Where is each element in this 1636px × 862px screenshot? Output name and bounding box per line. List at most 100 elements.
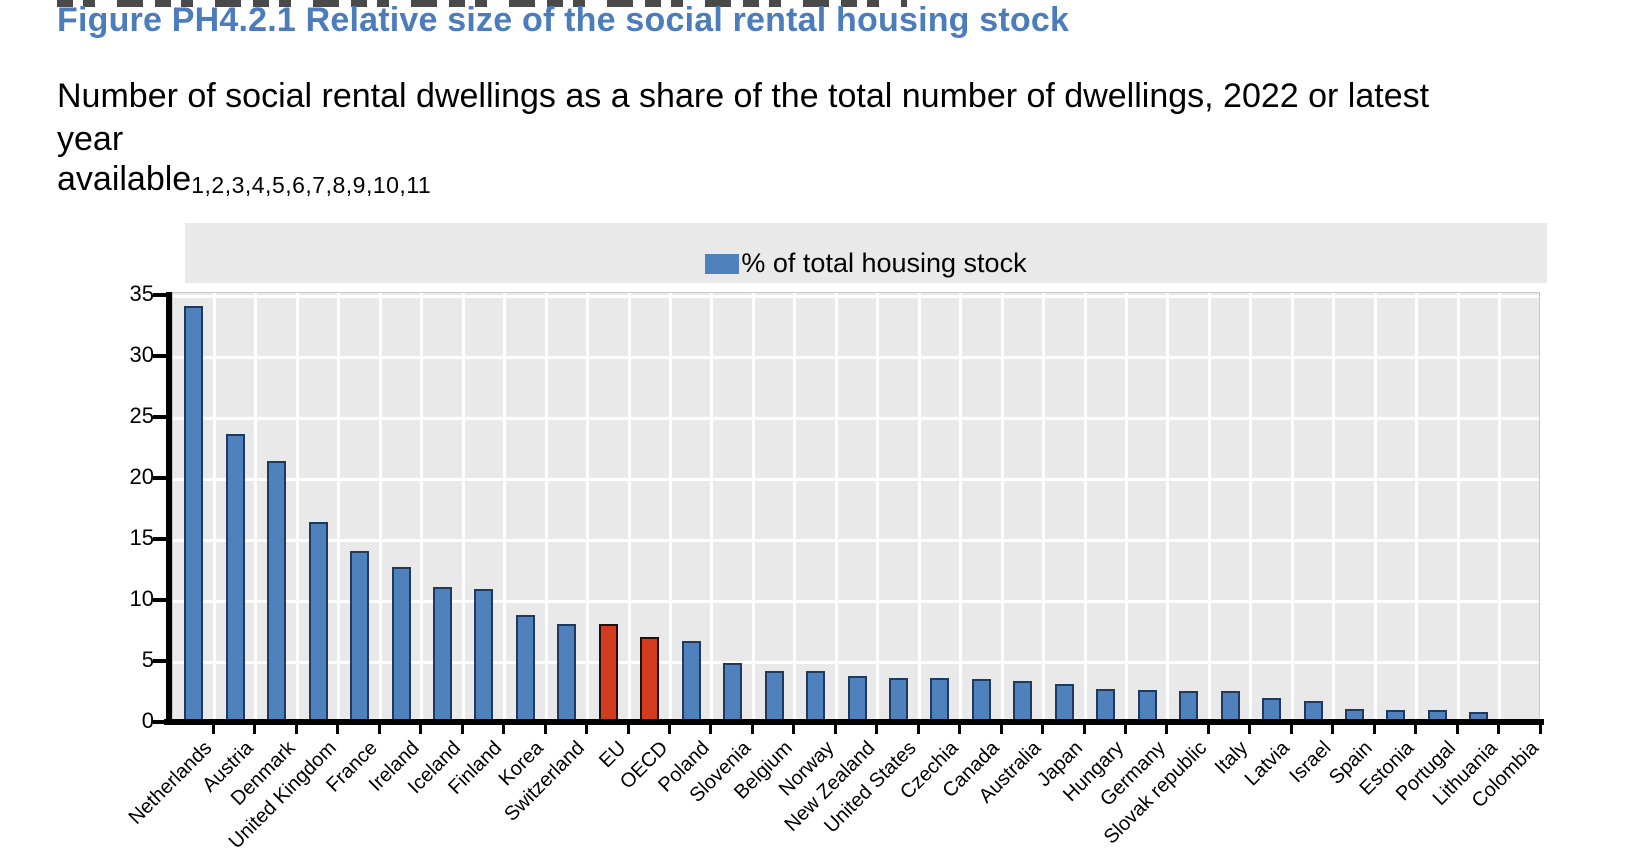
y-tick-label: 10 xyxy=(129,586,154,611)
gridline-vertical xyxy=(254,293,258,722)
y-axis-tick xyxy=(153,476,166,480)
bar-eu xyxy=(599,624,618,723)
bar-belgium xyxy=(765,671,784,723)
y-tick-label: 30 xyxy=(129,342,154,367)
bar-oecd xyxy=(640,637,659,723)
x-axis-tick xyxy=(833,725,837,734)
bar-korea xyxy=(516,615,535,723)
gridline-vertical xyxy=(1373,293,1377,722)
gridline-vertical xyxy=(1332,293,1336,722)
gridline-vertical xyxy=(1166,293,1170,722)
gridline-horizontal xyxy=(173,295,1539,298)
gridline-vertical xyxy=(917,293,921,722)
gridline-vertical xyxy=(420,293,424,722)
gridline-vertical xyxy=(1042,293,1046,722)
gridline-vertical xyxy=(710,293,714,722)
gridline-vertical xyxy=(1290,293,1294,722)
legend-marker-swatch xyxy=(705,254,740,274)
y-axis-tick xyxy=(153,598,166,602)
bar-canada xyxy=(972,679,991,723)
legend-label: % of total housing stock xyxy=(741,248,1027,278)
x-axis-tick xyxy=(543,725,547,734)
x-axis-tick xyxy=(667,725,671,734)
x-axis-tick xyxy=(1165,725,1169,734)
y-axis xyxy=(166,292,172,725)
x-axis-tick xyxy=(1248,725,1252,734)
gridline-vertical xyxy=(295,293,299,722)
x-axis-tick xyxy=(1331,725,1335,734)
gridline-vertical xyxy=(1124,293,1128,722)
gridline-vertical xyxy=(793,293,797,722)
gridline-vertical xyxy=(1249,293,1253,722)
bar-finland xyxy=(474,589,493,723)
gridline-vertical xyxy=(337,293,341,722)
x-axis-tick xyxy=(916,725,920,734)
gridline-vertical xyxy=(1207,293,1211,722)
x-axis-tick xyxy=(294,725,298,734)
x-axis-tick xyxy=(1206,725,1210,734)
x-tick-label-israel: Israel xyxy=(1285,737,1336,788)
x-axis-tick xyxy=(1289,725,1293,734)
y-tick-label: 15 xyxy=(129,525,154,550)
y-axis-tick xyxy=(153,415,166,419)
legend: % of total housing stock xyxy=(185,223,1547,283)
x-axis-tick xyxy=(377,725,381,734)
bar-hungary xyxy=(1096,689,1115,723)
bar-iceland xyxy=(433,587,452,723)
y-axis-tick xyxy=(153,293,166,297)
y-axis-tick xyxy=(153,354,166,358)
x-axis-tick xyxy=(502,725,506,734)
x-axis-tick xyxy=(875,725,879,734)
bar-netherlands xyxy=(184,306,203,723)
plot-area xyxy=(172,292,1540,723)
figure-footnote-numbers: 1,2,3,4,5,6,7,8,9,10,11 xyxy=(191,172,432,198)
gridline-vertical xyxy=(959,293,963,722)
x-axis-tick xyxy=(585,725,589,734)
gridline-horizontal xyxy=(173,539,1539,542)
gridline-vertical xyxy=(668,293,672,722)
gridline-vertical xyxy=(378,293,382,722)
x-axis-tick xyxy=(1123,725,1127,734)
gridline-vertical xyxy=(586,293,590,722)
bar-czechia xyxy=(930,678,949,723)
y-tick-label: 5 xyxy=(141,647,154,672)
bar-slovenia xyxy=(723,663,742,723)
x-axis-tick xyxy=(1497,725,1501,734)
x-axis-tick xyxy=(958,725,962,734)
y-tick-label: 20 xyxy=(129,464,154,489)
x-axis-tick xyxy=(211,725,215,734)
bar-denmark xyxy=(267,461,286,723)
y-tick-label: 25 xyxy=(129,403,154,428)
gridline-vertical xyxy=(627,293,631,722)
x-axis-tick xyxy=(1414,725,1418,734)
x-tick-label-latvia: Latvia xyxy=(1240,737,1295,791)
gridline-vertical xyxy=(1083,293,1087,722)
x-axis-tick xyxy=(336,725,340,734)
y-tick-label: 35 xyxy=(129,281,154,306)
x-axis-tick xyxy=(709,725,713,734)
bar-new-zealand xyxy=(848,676,867,723)
gridline-vertical xyxy=(751,293,755,722)
bar-switzerland xyxy=(557,624,576,723)
x-axis-tick xyxy=(1372,725,1376,734)
y-axis-tick xyxy=(153,659,166,663)
bar-france xyxy=(350,551,369,723)
gridline-horizontal xyxy=(173,661,1539,664)
x-axis-tick xyxy=(1455,725,1459,734)
gridline-vertical xyxy=(1498,293,1502,722)
y-tick-label: 0 xyxy=(141,708,154,733)
gridline-horizontal xyxy=(173,478,1539,481)
x-axis-tick xyxy=(1082,725,1086,734)
x-axis-tick xyxy=(750,725,754,734)
x-axis-tick xyxy=(999,725,1003,734)
figure-subtitle-line-1: Number of social rental dwellings as a s… xyxy=(57,77,1430,115)
bar-japan xyxy=(1055,684,1074,723)
x-axis-tick xyxy=(1538,725,1542,734)
gridline-horizontal xyxy=(173,417,1539,420)
gridline-horizontal xyxy=(173,600,1539,603)
bar-poland xyxy=(682,641,701,723)
gridline-vertical xyxy=(1456,293,1460,722)
gridline-vertical xyxy=(1415,293,1419,722)
gridline-vertical xyxy=(544,293,548,722)
